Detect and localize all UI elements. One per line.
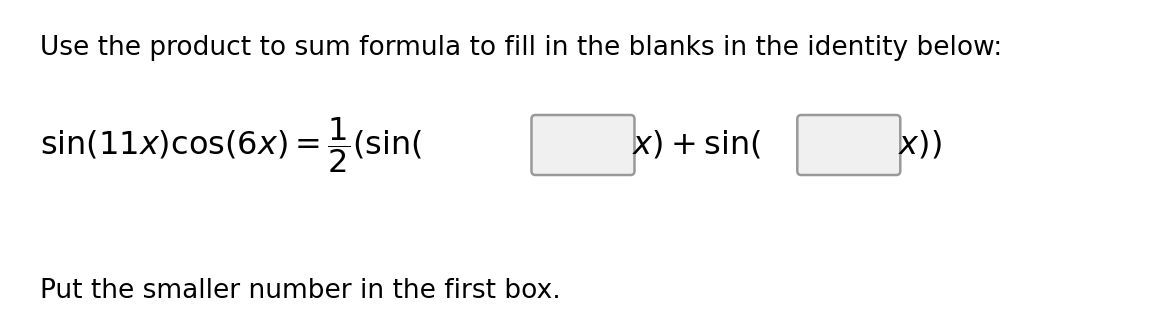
Text: Use the product to sum formula to fill in the blanks in the identity below:: Use the product to sum formula to fill i… <box>40 35 1003 61</box>
Text: $\sin(11x)\cos(6x) = \dfrac{1}{2}(\sin($: $\sin(11x)\cos(6x) = \dfrac{1}{2}(\sin($ <box>40 115 422 175</box>
FancyBboxPatch shape <box>797 115 900 175</box>
Text: $x) + \sin($: $x) + \sin($ <box>632 129 761 161</box>
Text: Put the smaller number in the first box.: Put the smaller number in the first box. <box>40 278 561 304</box>
FancyBboxPatch shape <box>531 115 635 175</box>
Text: $x))$: $x))$ <box>898 129 942 161</box>
